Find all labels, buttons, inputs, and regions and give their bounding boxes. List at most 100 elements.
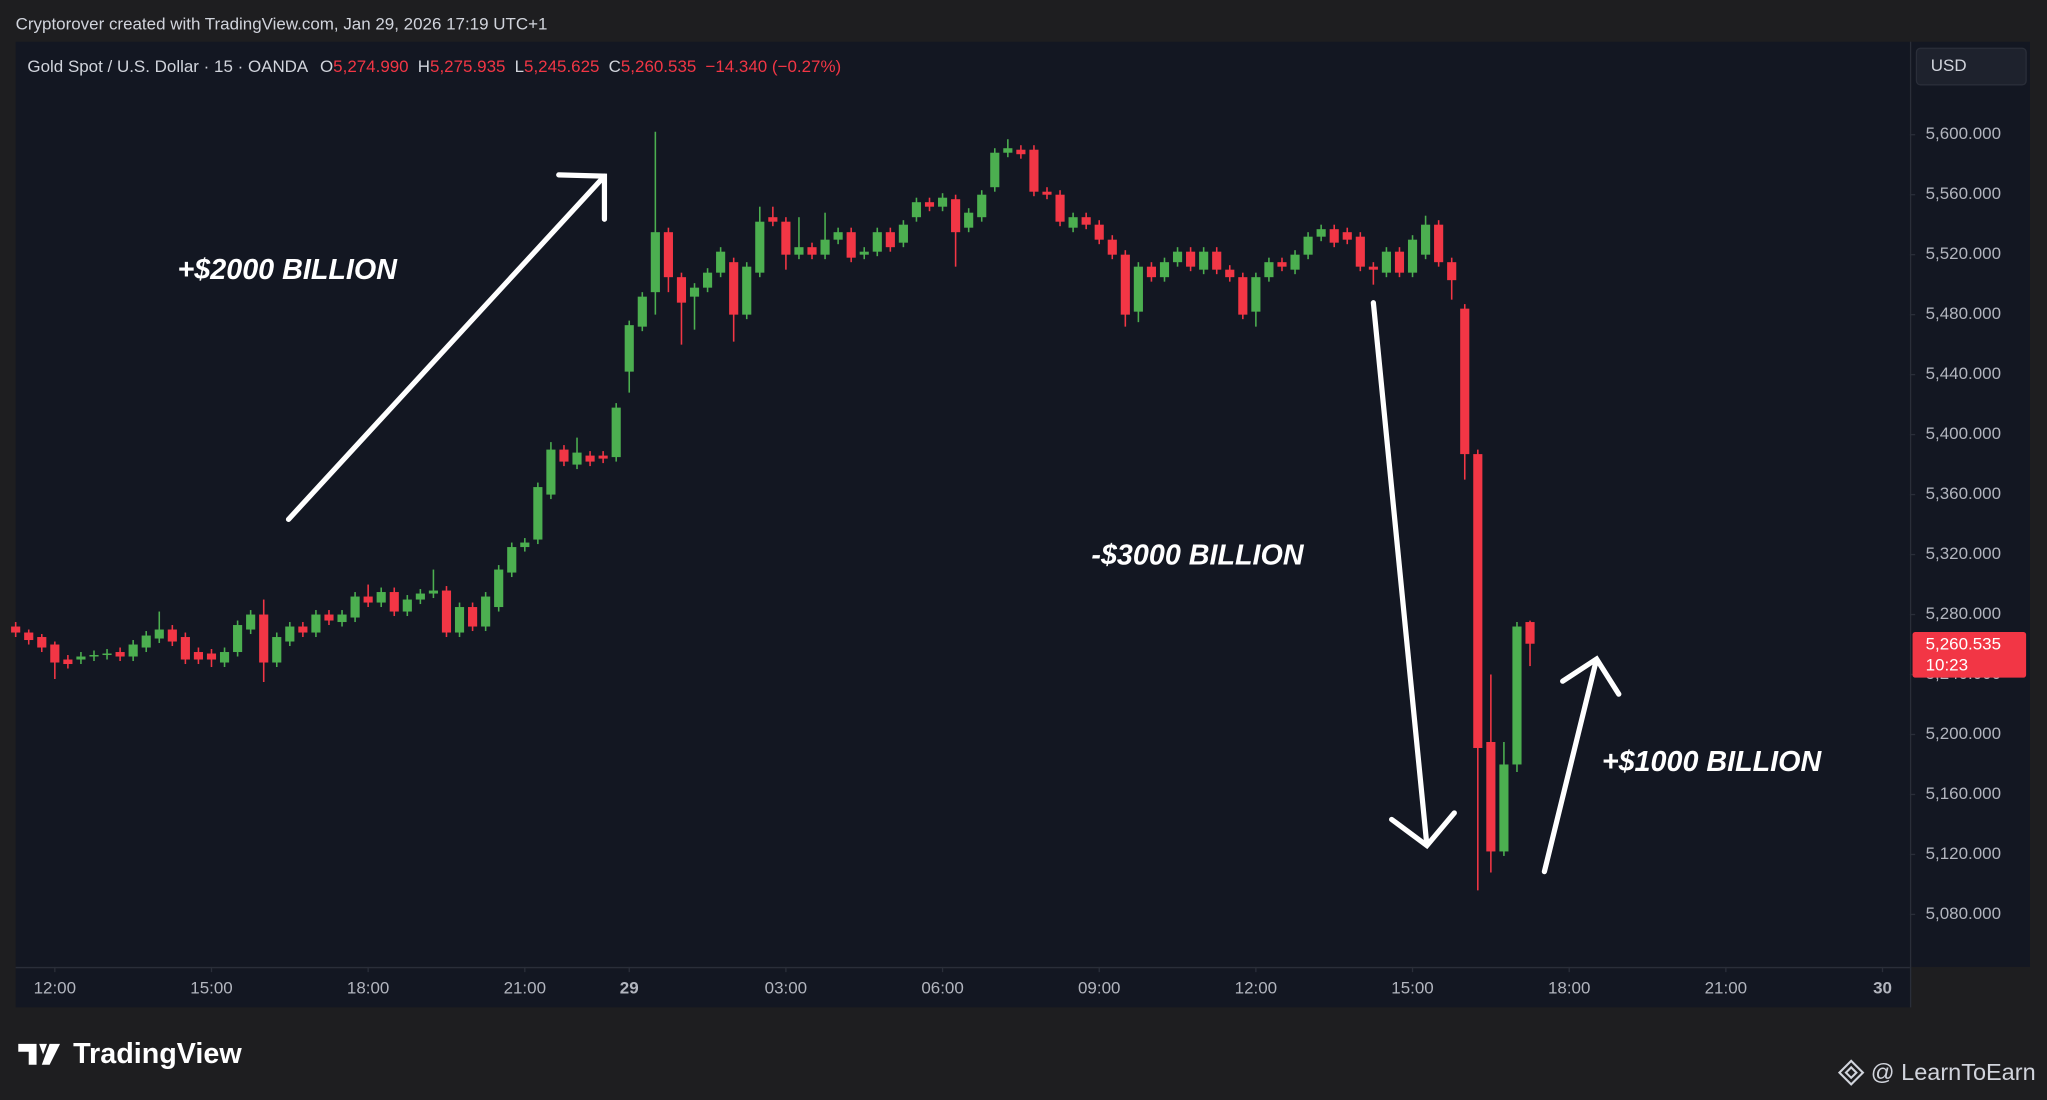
symbol-legend: Gold Spot / U.S. Dollar · 15 · OANDA O5,2… — [27, 57, 841, 76]
x-tick-label: 09:00 — [1078, 979, 1120, 998]
candle-body — [428, 590, 438, 594]
y-tick-label: 5,520.000 — [1926, 244, 2001, 263]
candle-body — [1342, 232, 1352, 240]
x-tick-label: 21:00 — [504, 979, 546, 998]
arrow-up — [1541, 655, 1622, 875]
ohlc-letter: C — [609, 57, 621, 76]
candle-body — [272, 637, 282, 663]
candle-body — [11, 626, 21, 633]
currency-button[interactable] — [1915, 47, 2027, 86]
candle-body — [63, 659, 73, 665]
candle-body — [1407, 239, 1418, 273]
y-tick-label: 5,440.000 — [1926, 364, 2001, 383]
candle-body — [1434, 224, 1444, 263]
candle-body — [898, 224, 908, 243]
price-axis — [1911, 41, 2031, 967]
candle-body — [742, 266, 752, 315]
candle-body — [1460, 308, 1470, 455]
y-tick-label: 5,160.000 — [1926, 784, 2001, 803]
y-tick-label: 5,360.000 — [1926, 484, 2001, 503]
candle-body — [167, 629, 177, 642]
y-tick-label: 5,280.000 — [1926, 604, 2001, 623]
x-tick-label: 06:00 — [921, 979, 963, 998]
candle-body — [363, 596, 373, 603]
x-tick-label: 15:00 — [190, 979, 232, 998]
ohlc-value: 5,260.535 — [621, 57, 696, 76]
candle-body — [1159, 262, 1170, 278]
x-tick-label: 30 — [1873, 979, 1892, 998]
candle-body — [285, 626, 295, 642]
candle-body — [1303, 236, 1313, 255]
candle-body — [298, 626, 308, 633]
candle-body — [1238, 277, 1248, 315]
candle-body — [703, 272, 713, 288]
candle-body — [219, 652, 230, 663]
candle-body — [1016, 149, 1026, 155]
candle-body — [676, 277, 687, 303]
candle-body — [1525, 622, 1535, 644]
candle-body — [1055, 194, 1065, 222]
candle-body — [1290, 254, 1300, 270]
candle-body — [24, 632, 34, 641]
candle-body — [559, 449, 569, 462]
ohlc-letter: H — [418, 57, 430, 76]
candle-body — [1499, 764, 1509, 852]
candle-body — [1316, 229, 1326, 237]
ohlc-value: 5,245.625 — [524, 57, 599, 76]
candle-body — [1394, 251, 1405, 273]
candle-body — [937, 197, 948, 207]
candle-body — [115, 652, 125, 657]
y-tick-label: 5,320.000 — [1926, 544, 2001, 563]
candle-body — [1186, 251, 1196, 267]
candle-body — [1042, 191, 1052, 195]
candle-body — [663, 232, 673, 278]
candle-body — [154, 629, 164, 639]
candle-body — [924, 202, 935, 207]
candle-body — [1512, 626, 1522, 765]
candle-body — [1094, 224, 1104, 240]
price-tag — [1912, 631, 2027, 678]
candle-body — [872, 232, 882, 252]
candle-body — [337, 614, 347, 623]
arrow-up — [285, 172, 608, 522]
annotation: +$2000 BILLION — [178, 254, 399, 286]
candle-body — [1107, 239, 1117, 255]
watermark-icon — [1837, 1059, 1865, 1086]
change-value: −14.340 (−0.27%) — [705, 57, 841, 76]
candle-body — [768, 217, 778, 222]
candle-body — [794, 247, 804, 255]
candle-body — [807, 247, 817, 255]
candle-body — [324, 614, 334, 621]
candle-body — [585, 455, 595, 462]
candle-body — [1355, 236, 1365, 267]
candle-body — [1120, 254, 1130, 315]
candle-body — [454, 607, 465, 633]
annotation: +$1000 BILLION — [1602, 746, 1823, 778]
y-tick-label: 5,400.000 — [1926, 424, 2001, 443]
x-tick-label: 12:00 — [1235, 979, 1277, 998]
y-tick-label: 5,120.000 — [1926, 844, 2001, 863]
candle-body — [885, 232, 895, 248]
ohlc-letter: L — [515, 57, 524, 76]
candle-body — [1421, 224, 1431, 255]
candle-body — [520, 542, 530, 548]
x-tick-label: 18:00 — [347, 979, 389, 998]
candle-body — [206, 653, 217, 660]
y-tick-label: 5,080.000 — [1926, 904, 2001, 923]
candle-body — [859, 251, 869, 255]
candle-body — [494, 569, 504, 608]
candle-body — [1473, 454, 1483, 748]
candle-body — [89, 655, 99, 657]
ohlc-value: 5,274.990 — [333, 57, 408, 76]
candle-body — [1329, 229, 1339, 243]
candle-body — [755, 221, 765, 273]
candle-body — [128, 644, 138, 657]
price-tag-label: 5,260.535 — [1926, 635, 2001, 654]
candle-body — [389, 592, 399, 612]
candle-body — [546, 449, 556, 495]
candle-body — [1081, 217, 1091, 225]
logo-mark — [18, 1043, 61, 1065]
candle-body — [611, 407, 621, 458]
